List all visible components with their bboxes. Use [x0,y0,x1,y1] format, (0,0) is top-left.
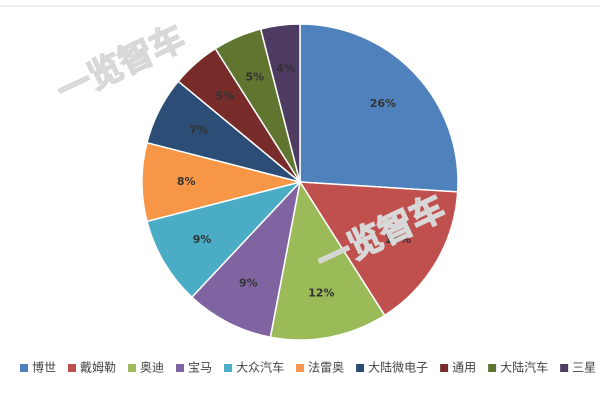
data-label: 9% [239,276,258,289]
legend-label: 宝马 [188,361,212,375]
pie-slice [146,180,303,299]
legend-label: 法雷奥 [308,361,344,375]
data-label: 9% [193,233,212,246]
pie-slice [190,179,302,339]
data-label: 7% [189,123,208,136]
legend-label: 博世 [32,360,56,375]
legend-label: 大众汽车 [236,360,284,375]
data-label: 5% [215,90,234,103]
legend-label: 大陆微电子 [368,360,428,375]
legend-swatch [560,364,569,372]
legend-swatch [68,364,77,372]
legend-swatch [224,364,233,372]
legend-swatch [128,364,137,372]
pie-slice [269,179,386,341]
pie-slice [298,181,459,317]
data-label: 8% [177,175,196,188]
data-label: 26% [370,97,396,110]
legend-label: 奥迪 [140,361,164,375]
legend-swatch [20,364,28,372]
legend-label: 通用 [452,361,476,375]
legend-swatch [296,364,305,372]
legend-label: 大陆汽车 [500,360,548,375]
legend-swatch [440,364,449,372]
legend-swatch [176,364,185,372]
pie-slice [259,23,301,183]
pie-slice [299,23,459,193]
legend-label: 戴姆勒 [80,360,116,375]
data-label: 5% [245,71,264,84]
legend-swatch [356,364,365,372]
legend-label: 三星 [572,361,596,375]
data-label: 12% [308,287,334,300]
legend-swatch [488,364,497,372]
data-label: 4% [276,62,295,75]
data-label: 15% [385,233,411,246]
